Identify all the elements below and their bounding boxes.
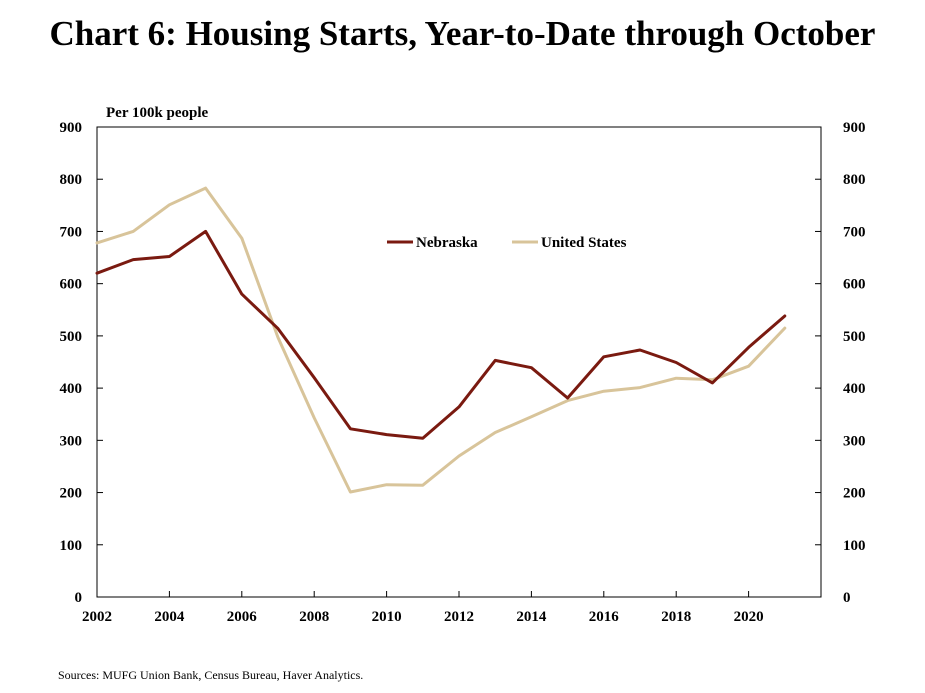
series-layer: [95, 186, 787, 494]
x-tick-label: 2014: [516, 609, 547, 625]
y-tick-label-right: 300: [843, 433, 866, 449]
legend: Nebraska United States: [387, 235, 627, 251]
y-axis-right: 0 100 200 300 400 500 600 700 800 900: [815, 120, 866, 606]
series-line-nebraska: [95, 229, 787, 440]
y-tick-label-left: 200: [60, 486, 83, 502]
source-note: Sources: MUFG Union Bank, Census Bureau,…: [58, 668, 364, 682]
x-tick-label: 2004: [154, 609, 185, 625]
y-tick-label-right: 500: [843, 329, 866, 345]
x-tick-label: 2016: [589, 609, 620, 625]
legend-label: United States: [541, 235, 627, 251]
y-tick-label-right: 0: [843, 590, 851, 606]
x-tick-label: 2008: [299, 609, 329, 625]
x-axis: 2002 2004 2006 2008 2010 2012 2014 2016 2018 2020: [82, 591, 764, 625]
x-tick-label: 2018: [661, 609, 691, 625]
x-tick-label: 2020: [734, 609, 764, 625]
x-tick-label: 2006: [227, 609, 258, 625]
x-tick-label: 2002: [82, 609, 112, 625]
y-tick-label-left: 900: [60, 120, 83, 136]
y-tick-label-left: 400: [60, 381, 83, 397]
y-tick-label-left: 500: [60, 329, 83, 345]
x-tick-label: 2012: [444, 609, 474, 625]
y-tick-label-left: 600: [60, 277, 83, 293]
y-tick-label-right: 900: [843, 120, 866, 136]
y-tick-label-left: 300: [60, 433, 83, 449]
y-tick-label-right: 400: [843, 381, 866, 397]
y-tick-label-left: 700: [60, 224, 83, 240]
y-tick-label-right: 700: [843, 224, 866, 240]
legend-label: Nebraska: [416, 235, 478, 251]
y-tick-label-right: 100: [843, 538, 866, 554]
x-tick-label: 2010: [372, 609, 402, 625]
chart-title: Chart 6: Housing Starts, Year-to-Date th…: [49, 14, 876, 53]
series-line-united-states: [95, 186, 787, 494]
y-tick-label-left: 0: [75, 590, 83, 606]
y-tick-label-right: 600: [843, 277, 866, 293]
y-tick-label-right: 200: [843, 486, 866, 502]
y-axis-label: Per 100k people: [106, 105, 209, 121]
plot-area-frame: [96, 126, 822, 598]
y-tick-label-left: 100: [60, 538, 83, 554]
y-axis-left: 0 100 200 300 400 500 600 700 800 900: [60, 120, 103, 606]
y-tick-label-right: 800: [843, 172, 866, 188]
y-tick-label-left: 800: [60, 172, 83, 188]
